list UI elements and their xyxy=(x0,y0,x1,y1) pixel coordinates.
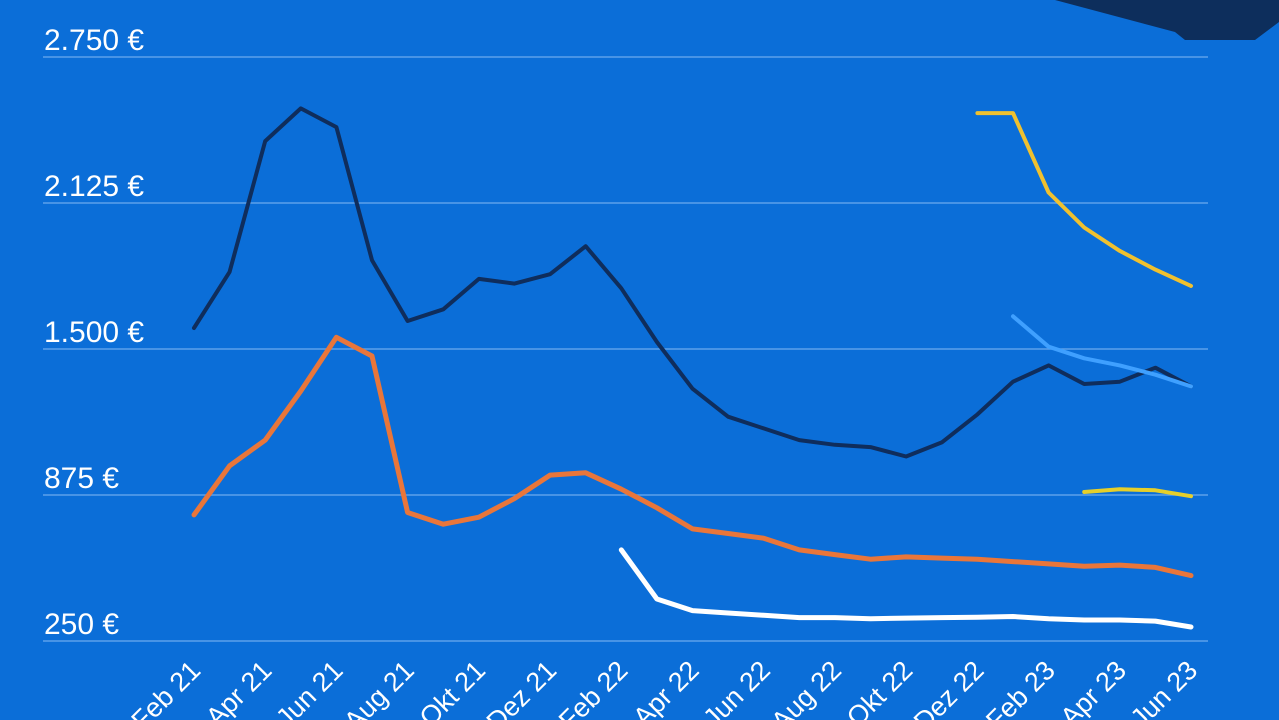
x-tick-label: Okt 22 xyxy=(841,655,918,720)
x-tick-label: Jun 23 xyxy=(1125,655,1204,720)
series-line-2 xyxy=(191,334,1194,579)
x-tick-label: Apr 22 xyxy=(627,655,704,720)
series-line-4 xyxy=(975,111,1193,288)
x-tick-label: Feb 22 xyxy=(553,655,634,720)
x-tick-label: Jun 21 xyxy=(270,655,349,720)
x-tick-label: Feb 21 xyxy=(126,655,207,720)
x-tick-label: Aug 21 xyxy=(338,655,420,720)
y-axis-ticks: 250 € 875 € 1.500 € 2.125 € 2.750 € xyxy=(44,24,144,641)
x-tick-label: Apr 23 xyxy=(1055,655,1132,720)
x-tick-label: Dez 22 xyxy=(908,655,990,720)
y-tick-label: 2.125 € xyxy=(44,170,144,203)
x-tick-label: Okt 21 xyxy=(414,655,491,720)
series-lines xyxy=(191,106,1194,630)
x-tick-label: Aug 22 xyxy=(765,655,847,720)
y-tick-label: 2.750 € xyxy=(44,24,144,57)
series-line-6 xyxy=(1011,314,1193,389)
gridlines xyxy=(43,56,1208,642)
x-tick-label: Dez 21 xyxy=(481,655,563,720)
series-line-5 xyxy=(1082,487,1193,499)
x-tick-label: Feb 23 xyxy=(980,655,1061,720)
x-tick-label: Apr 21 xyxy=(200,655,277,720)
y-tick-label: 1.500 € xyxy=(44,316,144,349)
series-line-3 xyxy=(618,547,1194,630)
y-tick-label: 875 € xyxy=(44,462,119,495)
series-line-1 xyxy=(192,106,1193,459)
corner-accent-shape xyxy=(1055,0,1279,40)
y-tick-label: 250 € xyxy=(44,608,119,641)
x-tick-label: Jun 22 xyxy=(697,655,776,720)
